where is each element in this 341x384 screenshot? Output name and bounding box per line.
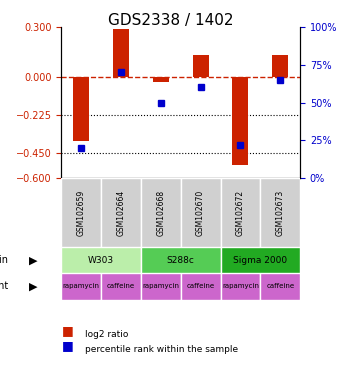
Text: ▶: ▶ [29, 281, 38, 291]
Bar [73, 77, 89, 141]
FancyBboxPatch shape [101, 178, 141, 247]
Text: rapamycin: rapamycin [142, 283, 179, 290]
FancyBboxPatch shape [221, 273, 260, 300]
Text: agent: agent [0, 281, 9, 291]
Text: GSM102670: GSM102670 [196, 190, 205, 236]
Text: caffeine: caffeine [107, 283, 135, 290]
FancyBboxPatch shape [221, 178, 260, 247]
Text: caffeine: caffeine [187, 283, 215, 290]
Text: strain: strain [0, 255, 9, 265]
Text: ■: ■ [61, 324, 73, 337]
Text: rapamycin: rapamycin [63, 283, 100, 290]
Bar [113, 30, 129, 77]
Text: GSM102659: GSM102659 [77, 190, 86, 236]
Text: percentile rank within the sample: percentile rank within the sample [85, 345, 238, 354]
FancyBboxPatch shape [61, 273, 101, 300]
Bar [153, 77, 169, 83]
FancyBboxPatch shape [260, 178, 300, 247]
Bar [193, 56, 209, 77]
FancyBboxPatch shape [181, 178, 221, 247]
FancyBboxPatch shape [61, 178, 101, 247]
Text: GSM102668: GSM102668 [156, 190, 165, 236]
Text: log2 ratio: log2 ratio [85, 329, 129, 339]
Text: ■: ■ [61, 339, 73, 353]
FancyBboxPatch shape [141, 178, 181, 247]
FancyBboxPatch shape [141, 247, 221, 273]
Bar [233, 77, 248, 165]
Text: rapamycin: rapamycin [222, 283, 259, 290]
Bar [272, 56, 288, 77]
Text: GSM102673: GSM102673 [276, 190, 285, 236]
FancyBboxPatch shape [141, 273, 181, 300]
Text: GSM102672: GSM102672 [236, 190, 245, 236]
Text: S288c: S288c [167, 256, 195, 265]
FancyBboxPatch shape [260, 273, 300, 300]
FancyBboxPatch shape [181, 273, 221, 300]
FancyBboxPatch shape [221, 247, 300, 273]
Text: caffeine: caffeine [266, 283, 294, 290]
FancyBboxPatch shape [101, 273, 141, 300]
Text: ▶: ▶ [29, 255, 38, 265]
Text: W303: W303 [88, 256, 114, 265]
Text: Sigma 2000: Sigma 2000 [233, 256, 287, 265]
Text: GSM102664: GSM102664 [117, 190, 125, 236]
Text: GDS2338 / 1402: GDS2338 / 1402 [108, 13, 233, 28]
FancyBboxPatch shape [61, 247, 141, 273]
